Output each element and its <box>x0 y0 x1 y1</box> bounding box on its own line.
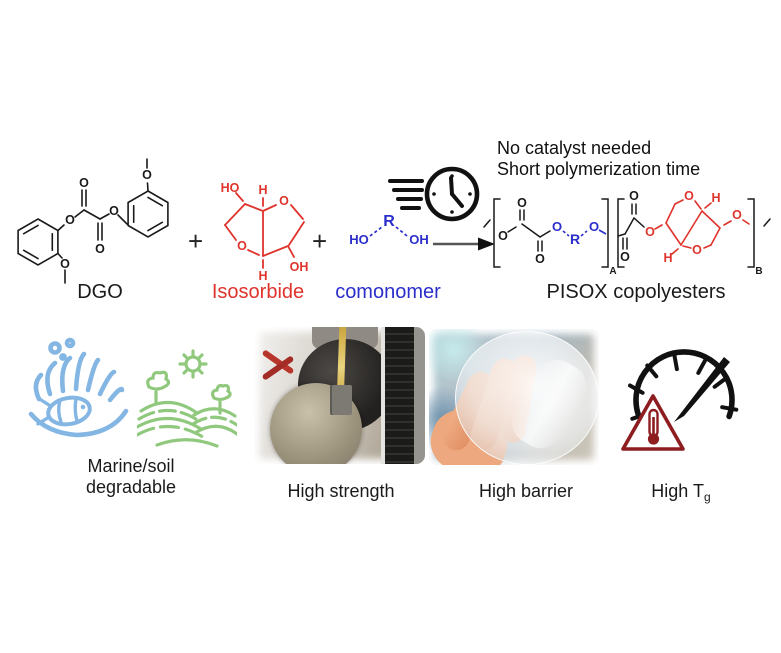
atom-label: O <box>498 229 508 243</box>
atom-label: OH <box>409 232 429 247</box>
atom-label: H <box>258 269 267 283</box>
atom-label: H <box>711 191 720 205</box>
atom-label: O <box>279 194 289 208</box>
atom-label: R <box>570 231 580 247</box>
atom-label: O <box>629 189 639 203</box>
film-photo <box>429 329 599 465</box>
atom-label: O <box>79 176 89 190</box>
repeat-subscript: A <box>609 266 616 277</box>
comonomer-label: comonomer <box>335 281 441 303</box>
atom-label: O <box>732 208 742 222</box>
repeat-subscript: B <box>755 266 762 277</box>
atom-label: O <box>589 219 599 234</box>
machine-column <box>385 327 414 464</box>
degradable-label-line2: degradable <box>85 477 177 497</box>
pisox-structure: O O O O R O A O O O O H O O H B <box>483 189 771 277</box>
comonomer-structure: HO R OH <box>349 213 429 247</box>
reaction-arrow-icon <box>433 237 495 251</box>
atom-label: O <box>65 213 75 227</box>
atom-label: O <box>620 250 630 264</box>
atom-label: O <box>552 219 562 234</box>
soil-field-icon <box>137 349 237 448</box>
plus-sign: + <box>188 226 204 256</box>
sun-icon <box>178 349 208 379</box>
atom-label: O <box>517 196 527 210</box>
atom-label: OH <box>290 260 309 274</box>
atom-label: HO <box>221 181 240 195</box>
catalyst-note: No catalyst needed Short polymerization … <box>497 138 700 180</box>
dgo-structure: O O O O O O <box>17 158 169 284</box>
isosorbide-label: Isosorbide <box>211 281 305 303</box>
barrier-label: High barrier <box>478 481 574 501</box>
atom-label: O <box>684 189 694 203</box>
atom-label: O <box>645 225 655 239</box>
tree-icon <box>210 383 232 415</box>
tree-icon <box>146 370 171 405</box>
speed-lines-icon <box>388 179 424 210</box>
tensile-test-photo <box>254 327 425 464</box>
atom-label: O <box>60 257 70 271</box>
background-gap <box>381 327 385 464</box>
atom-label: O <box>142 168 152 182</box>
fast-clock-icon <box>388 166 480 222</box>
atom-label: H <box>663 251 672 265</box>
degradable-label-line1: Marine/soil <box>87 456 175 476</box>
tg-label-subscript: g <box>704 490 711 504</box>
red-fixture <box>260 349 296 389</box>
tg-label-main: High T <box>651 481 704 501</box>
atom-label: O <box>109 204 119 218</box>
gauge-icon <box>621 349 739 451</box>
pisox-label: PISOX copolyesters <box>546 281 726 303</box>
marine-anemone-icon <box>28 337 129 438</box>
atom-label: HO <box>349 232 369 247</box>
atom-label: H <box>258 183 267 197</box>
warning-thermometer-icon <box>621 394 685 451</box>
degradable-label: Marine/soil degradable <box>56 456 206 498</box>
note-line: Short polymerization time <box>497 159 701 179</box>
column-edge <box>414 327 425 464</box>
strength-label: High strength <box>287 481 395 501</box>
dgo-label: DGO <box>77 281 123 303</box>
note-line: No catalyst needed <box>497 138 652 158</box>
atom-label: O <box>237 239 247 253</box>
atom-label: O <box>535 252 545 266</box>
atom-label: R <box>383 213 395 230</box>
plus-sign: + <box>312 226 328 256</box>
atom-label: O <box>692 243 702 257</box>
tg-label: High Tg <box>601 481 761 504</box>
atom-label: O <box>95 242 105 256</box>
isosorbide-structure: HO H O O H OH <box>221 181 309 283</box>
clownfish-icon <box>36 395 92 427</box>
film-clamp <box>330 385 352 415</box>
gauge-needle <box>674 357 730 422</box>
